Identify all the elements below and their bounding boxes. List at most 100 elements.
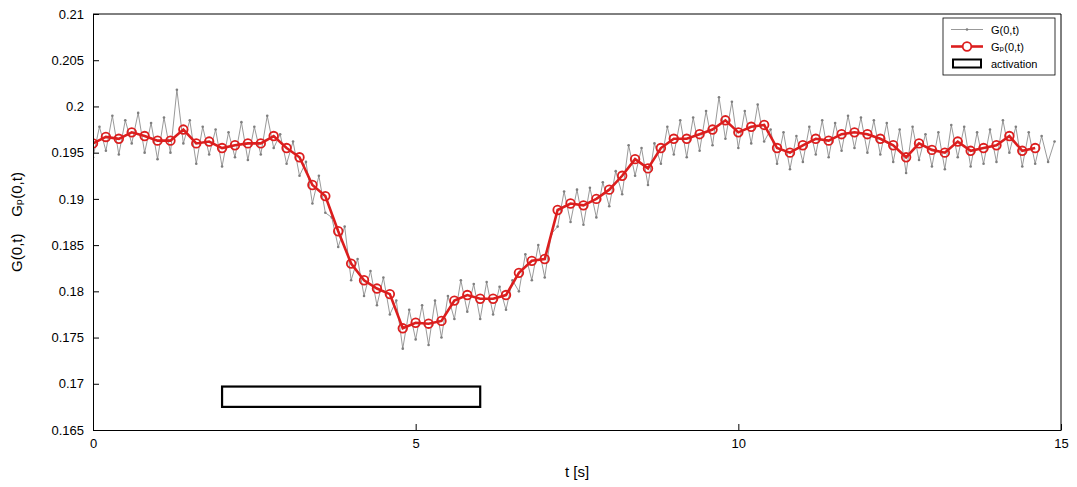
marker bbox=[201, 125, 204, 128]
marker bbox=[111, 114, 114, 117]
tick-label: 10 bbox=[732, 436, 746, 451]
marker bbox=[773, 144, 782, 153]
tick: 0.21 bbox=[59, 7, 99, 22]
marker bbox=[153, 136, 162, 145]
tick-label: 0.205 bbox=[51, 53, 84, 68]
marker bbox=[386, 290, 395, 299]
marker bbox=[582, 223, 585, 226]
marker bbox=[963, 125, 966, 128]
marker bbox=[350, 279, 353, 282]
marker bbox=[1008, 151, 1011, 154]
marker bbox=[1027, 131, 1030, 134]
marker bbox=[279, 133, 282, 136]
marker bbox=[115, 135, 124, 144]
legend-label: G(0,t) bbox=[991, 24, 1019, 36]
marker bbox=[528, 257, 537, 266]
marker bbox=[837, 130, 846, 139]
marker bbox=[840, 150, 843, 153]
marker bbox=[169, 151, 172, 154]
tick-label: 5 bbox=[413, 436, 420, 451]
marker bbox=[1053, 140, 1056, 143]
series-line bbox=[93, 90, 1055, 349]
marker bbox=[902, 153, 911, 162]
marker bbox=[343, 225, 346, 228]
marker bbox=[682, 135, 691, 144]
marker bbox=[292, 140, 295, 143]
marker bbox=[266, 114, 269, 117]
marker bbox=[660, 162, 663, 165]
frame bbox=[1061, 14, 1062, 430]
marker bbox=[618, 171, 627, 180]
marker bbox=[889, 141, 898, 150]
marker bbox=[950, 124, 953, 127]
tick-mark bbox=[738, 424, 739, 430]
x-axis-title: t [s] bbox=[565, 463, 589, 480]
tick: 0.19 bbox=[59, 192, 99, 207]
tick-label: 0.185 bbox=[51, 238, 84, 253]
marker bbox=[192, 139, 201, 148]
legend-label: Gₚ(0,t) bbox=[991, 41, 1024, 53]
marker bbox=[708, 125, 717, 134]
marker bbox=[605, 185, 614, 194]
marker bbox=[540, 255, 549, 264]
marker bbox=[489, 294, 498, 303]
activation-span bbox=[222, 387, 480, 407]
marker bbox=[130, 142, 133, 145]
plot bbox=[93, 89, 1056, 407]
tick: 0.185 bbox=[51, 238, 99, 253]
marker bbox=[698, 150, 701, 153]
tick: 0.195 bbox=[51, 145, 99, 160]
marker bbox=[1018, 147, 1027, 156]
marker bbox=[150, 122, 153, 125]
marker bbox=[437, 317, 446, 326]
marker bbox=[524, 253, 527, 256]
marker bbox=[118, 153, 121, 156]
marker bbox=[924, 133, 927, 136]
marker bbox=[163, 116, 166, 119]
axis-line bbox=[94, 430, 1062, 431]
marker bbox=[808, 125, 811, 128]
marker bbox=[747, 122, 756, 131]
marker bbox=[799, 141, 808, 150]
marker bbox=[102, 133, 111, 142]
marker bbox=[476, 294, 485, 303]
tick: 0.205 bbox=[51, 53, 99, 68]
marker bbox=[356, 258, 359, 261]
marker bbox=[627, 144, 630, 147]
marker bbox=[272, 147, 275, 150]
marker bbox=[531, 279, 534, 282]
marker bbox=[876, 135, 885, 144]
marker bbox=[634, 174, 637, 177]
marker bbox=[295, 153, 304, 162]
tick: 0.17 bbox=[59, 376, 99, 391]
marker bbox=[143, 151, 146, 154]
marker bbox=[537, 244, 540, 247]
marker bbox=[995, 161, 998, 164]
tick: 0.175 bbox=[51, 330, 99, 345]
marker bbox=[821, 119, 824, 122]
tick-mark bbox=[93, 338, 99, 339]
marker bbox=[969, 165, 972, 168]
tick-mark bbox=[93, 384, 99, 385]
marker bbox=[321, 192, 330, 201]
marker bbox=[221, 165, 224, 168]
marker bbox=[395, 299, 398, 302]
axis-line bbox=[93, 15, 94, 431]
tick-mark bbox=[93, 106, 99, 107]
marker bbox=[156, 158, 159, 161]
marker bbox=[731, 101, 734, 104]
marker bbox=[427, 344, 430, 347]
marker bbox=[195, 162, 198, 165]
marker bbox=[734, 128, 743, 137]
marker bbox=[602, 181, 605, 184]
markers bbox=[93, 89, 1056, 350]
marker bbox=[498, 285, 501, 288]
marker bbox=[505, 309, 508, 312]
legend-swatch bbox=[951, 29, 983, 30]
marker bbox=[879, 153, 882, 156]
marker bbox=[769, 128, 772, 131]
marker bbox=[324, 211, 327, 214]
marker bbox=[705, 110, 708, 113]
tick-label: 15 bbox=[1054, 436, 1068, 451]
marker bbox=[644, 164, 653, 173]
